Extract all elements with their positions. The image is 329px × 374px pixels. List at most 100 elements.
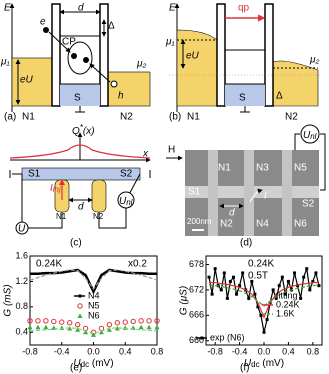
y-tick-label: 666 — [189, 310, 204, 320]
label: Unl — [303, 130, 317, 141]
label: CP — [62, 37, 76, 48]
series-line — [29, 327, 158, 335]
y-tick-label: 672 — [189, 284, 204, 294]
data-point — [238, 284, 242, 288]
data-point — [27, 324, 33, 330]
data-point — [311, 279, 315, 283]
x-axis-sub: dc — [81, 360, 89, 369]
data-point — [219, 288, 223, 292]
legend-marker — [77, 313, 83, 318]
data-point — [317, 284, 321, 288]
data-point — [228, 279, 232, 283]
data-point — [213, 267, 217, 271]
chart: 660 666 672 678 -0.8 -0.4 0.0 0.4 0.8 G (μS) Udc (… — [179, 255, 323, 374]
label: Δ — [276, 91, 283, 102]
label: N2 — [93, 212, 104, 221]
y-axis-label: G (mS) — [3, 284, 14, 316]
legend-title: fitting — [276, 290, 298, 300]
data-point — [106, 321, 113, 328]
x-axis-sub: dc — [251, 360, 259, 369]
label: qp — [238, 3, 250, 14]
label: H — [168, 145, 175, 156]
label: eU — [20, 75, 34, 86]
panel-label: (f) — [240, 363, 249, 374]
label: N5 — [294, 163, 307, 174]
y-tick-label: 678 — [189, 259, 204, 269]
label: μ₁ — [165, 37, 175, 48]
data-point — [130, 318, 136, 325]
x-tick-label: -0.4 — [232, 346, 248, 356]
data-point — [154, 318, 160, 324]
label: Δ — [108, 21, 115, 32]
data-point — [235, 292, 239, 296]
label: N1 — [187, 112, 200, 123]
panel-b: E qp μ₁ μ₂ eU Δ N1 S N2 (b) — [165, 3, 320, 123]
legend-label: 0.24K — [276, 299, 300, 309]
data-point — [114, 320, 121, 326]
data-point — [43, 318, 49, 324]
label: N2 — [285, 112, 298, 123]
label: d — [229, 208, 235, 219]
data-point — [296, 284, 300, 288]
y-tick-label: 1.2 — [15, 276, 28, 286]
series-line — [30, 268, 157, 295]
data-point — [247, 296, 251, 300]
data-point — [154, 324, 160, 330]
data-point — [35, 318, 41, 324]
panel-d: H N1 N3 N5 S1 S2 N2 N4 N6 200nm d I Unl … — [166, 124, 326, 249]
label: S — [74, 93, 81, 104]
data-point — [98, 329, 104, 335]
data-point — [259, 313, 263, 317]
data-point — [222, 271, 226, 275]
data-point — [262, 330, 266, 334]
panel-label: (a) — [4, 112, 16, 123]
label: eU — [186, 51, 200, 62]
data-point — [106, 327, 112, 332]
data-point — [122, 319, 128, 325]
label: μ₁ — [0, 57, 10, 68]
label: Q*(x) — [72, 123, 95, 137]
data-point — [265, 318, 269, 322]
series-line — [208, 284, 320, 307]
x-tick-label: 0.4 — [282, 346, 295, 356]
label: N1 — [22, 112, 35, 123]
label: S2 — [302, 199, 315, 210]
legend-marker — [77, 303, 83, 309]
y-tick-label: 1.6 — [15, 250, 28, 260]
data-point — [74, 321, 81, 328]
label: I — [264, 191, 267, 202]
data-point — [299, 296, 303, 300]
legend-label: N4 — [88, 290, 100, 300]
label: N2 — [220, 219, 233, 230]
data-point — [43, 324, 49, 330]
data-point — [231, 275, 235, 279]
panel-label: (e) — [70, 363, 82, 374]
data-point — [280, 275, 284, 279]
label: μ₂ — [309, 55, 319, 66]
x-axis-label: Udc (mV) — [73, 358, 113, 369]
data-point — [210, 292, 214, 296]
data-point — [225, 296, 229, 300]
data-point — [83, 329, 89, 335]
legend-marker — [78, 294, 82, 298]
label: Unl — [119, 196, 133, 207]
panel-a: E d Δ CP e h μ₁ μ₂ eU N1 S N2 (a) — [0, 3, 151, 123]
label: d — [78, 3, 84, 14]
legend-label: N6 — [88, 310, 100, 320]
legend-label: N5 — [88, 300, 100, 310]
annotation: 0.24K — [36, 259, 62, 270]
y-tick-label: 0.4 — [15, 327, 28, 337]
data-point — [91, 332, 96, 337]
x-tick-label: 0.0 — [258, 346, 271, 356]
data-point — [277, 284, 281, 288]
data-point — [305, 267, 309, 271]
data-point — [138, 324, 144, 330]
chart: 0.40.81.21.6-0.8 -0.4 0.0 0.4 0.8G (mS)Udc (… — [3, 250, 164, 373]
panel-label: (d) — [240, 238, 252, 249]
label: S1 — [188, 187, 201, 198]
x-tick-label: -0.8 — [22, 346, 38, 356]
legend-label: exp (N6) — [210, 332, 245, 342]
x-axis-unit: (mV) — [89, 358, 113, 369]
x-tick-label: 0.8 — [151, 346, 164, 356]
